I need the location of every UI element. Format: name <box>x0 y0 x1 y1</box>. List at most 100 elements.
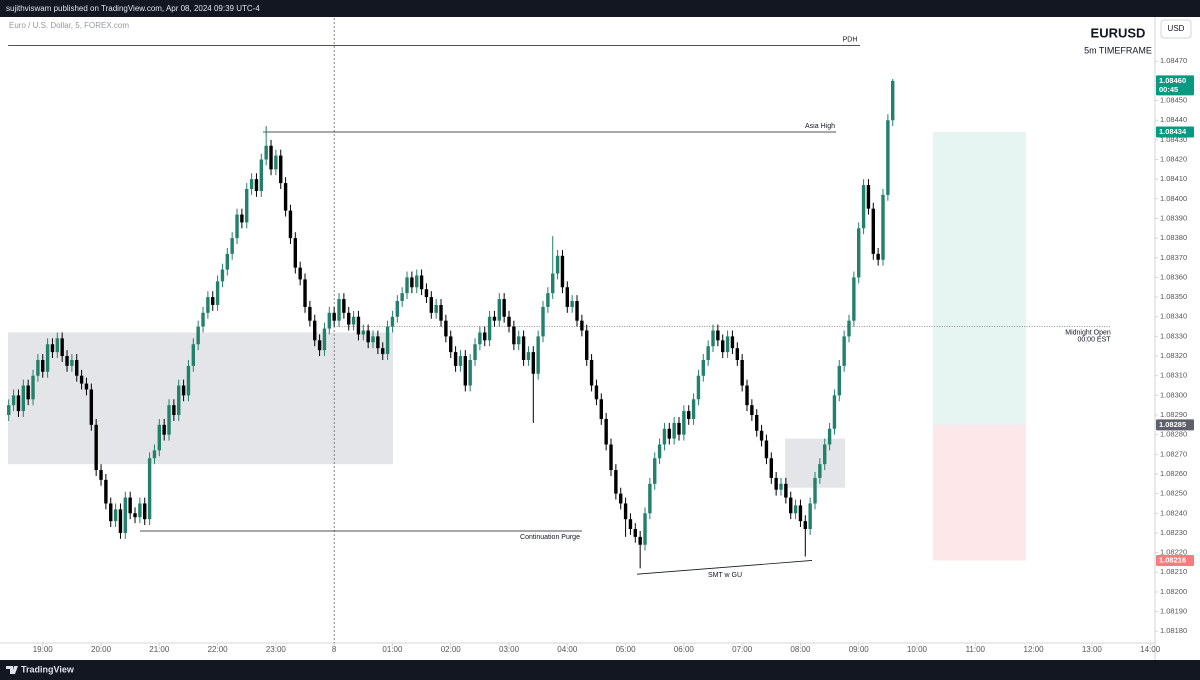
y-tick-label: 1.08200 <box>1160 587 1187 596</box>
candle-body <box>677 422 681 435</box>
candle-body <box>215 281 220 305</box>
candle-body <box>750 405 754 416</box>
candle-body <box>701 359 705 376</box>
candle-body <box>415 275 419 288</box>
position-target <box>933 131 1026 425</box>
candle-body <box>536 336 540 374</box>
y-tick-label: 1.08250 <box>1160 489 1187 498</box>
candle-body <box>638 536 642 545</box>
candle-body <box>240 214 244 223</box>
level-label: Asia High <box>805 123 835 130</box>
candle-body <box>264 145 268 160</box>
candle-body <box>643 513 647 545</box>
candle-body <box>852 277 856 321</box>
candle-body <box>570 301 574 307</box>
candle-body <box>740 359 744 386</box>
position-stop <box>933 424 1026 561</box>
candle-body <box>181 385 186 396</box>
candle-body <box>405 277 409 294</box>
candle-body <box>45 344 50 372</box>
candle-body <box>449 336 453 353</box>
candle-body <box>293 238 298 268</box>
candle-body <box>201 312 205 327</box>
candle-body <box>614 470 618 494</box>
y-tick-label: 1.08190 <box>1160 607 1187 616</box>
x-tick-label: 11:00 <box>966 645 986 654</box>
y-tick-label: 1.08310 <box>1160 371 1187 380</box>
candle-body <box>332 312 336 321</box>
candle-body <box>342 299 346 313</box>
candle-body <box>589 359 594 386</box>
candle-body <box>832 395 837 429</box>
y-tick-label: 1.08400 <box>1160 194 1187 203</box>
candle-body <box>633 529 637 537</box>
candle-body <box>711 330 715 347</box>
candle-body <box>565 287 570 307</box>
candle-body <box>526 352 531 360</box>
y-tick-label: 1.08370 <box>1160 253 1187 262</box>
entry-price-box <box>1156 419 1194 431</box>
x-tick-label: 23:00 <box>266 645 287 654</box>
candle-body <box>555 255 560 274</box>
x-tick-label: 02:00 <box>441 645 462 654</box>
y-tick-label: 1.08320 <box>1160 351 1187 360</box>
candle-body <box>419 275 424 290</box>
candle-body <box>303 279 307 307</box>
x-tick-label: 12:00 <box>1024 645 1045 654</box>
candle-body <box>376 336 380 349</box>
header-bar <box>0 0 1200 17</box>
y-tick-label: 1.08290 <box>1160 410 1187 419</box>
zone <box>8 332 393 465</box>
candle-body <box>143 503 147 520</box>
candle-body <box>390 316 395 327</box>
x-tick-label: 22:00 <box>208 645 229 654</box>
candle-body <box>230 238 234 254</box>
candle-body <box>60 338 64 357</box>
y-tick-label: 1.08260 <box>1160 469 1187 478</box>
candle-body <box>147 458 152 520</box>
candle-body <box>172 405 176 416</box>
candle-body <box>11 395 16 406</box>
candle-body <box>298 267 302 280</box>
level-label: PDH <box>843 36 858 43</box>
x-tick-label: 08:00 <box>790 645 811 654</box>
last-price-label: 00:45 <box>1159 85 1178 94</box>
y-tick-label: 1.08180 <box>1160 626 1187 635</box>
candle-body <box>784 483 788 498</box>
candle-body <box>7 405 11 416</box>
header-text: sujithviswam published on TradingView.co… <box>6 4 260 13</box>
candle-body <box>667 428 671 439</box>
candle-body <box>827 428 832 445</box>
candle-body <box>211 297 215 305</box>
candle-body <box>327 312 332 329</box>
candle-body <box>861 185 866 229</box>
candle-body <box>497 299 502 321</box>
candle-body <box>706 346 710 360</box>
candle-body <box>512 326 516 345</box>
subtitle: Euro / U.S. Dollar, 5, FOREX.com <box>9 21 129 30</box>
candle-body <box>322 328 327 351</box>
candle-body <box>70 359 74 366</box>
candle-body <box>487 316 492 341</box>
candle-body <box>735 348 739 360</box>
candle-body <box>308 306 312 321</box>
candle-body <box>274 155 278 170</box>
candle-body <box>220 269 225 282</box>
y-tick-label: 1.08240 <box>1160 508 1187 517</box>
candle-body <box>623 503 628 520</box>
candle-body <box>837 365 841 396</box>
candle-body <box>672 422 676 439</box>
candle-body <box>259 159 264 191</box>
currency-box[interactable] <box>1160 19 1192 39</box>
candle-body <box>730 336 735 349</box>
candle-body <box>177 385 181 416</box>
candle-body <box>793 505 798 514</box>
candle-body <box>356 316 361 335</box>
candle-body <box>347 312 351 325</box>
candle-body <box>162 424 166 435</box>
x-tick-label: 06:00 <box>674 645 695 654</box>
candle-body <box>84 383 89 390</box>
symbol: EURUSD <box>1091 25 1146 40</box>
candle-body <box>774 477 778 490</box>
